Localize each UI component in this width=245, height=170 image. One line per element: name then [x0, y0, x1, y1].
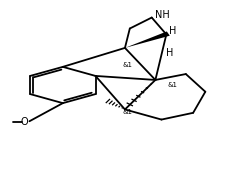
Text: NH: NH	[155, 10, 169, 20]
Text: H: H	[169, 26, 176, 36]
Text: O: O	[21, 117, 28, 127]
Text: H: H	[166, 48, 173, 58]
Text: &1: &1	[122, 62, 133, 68]
Polygon shape	[125, 31, 170, 48]
Text: &1: &1	[168, 82, 178, 88]
Text: &1: &1	[122, 109, 133, 115]
